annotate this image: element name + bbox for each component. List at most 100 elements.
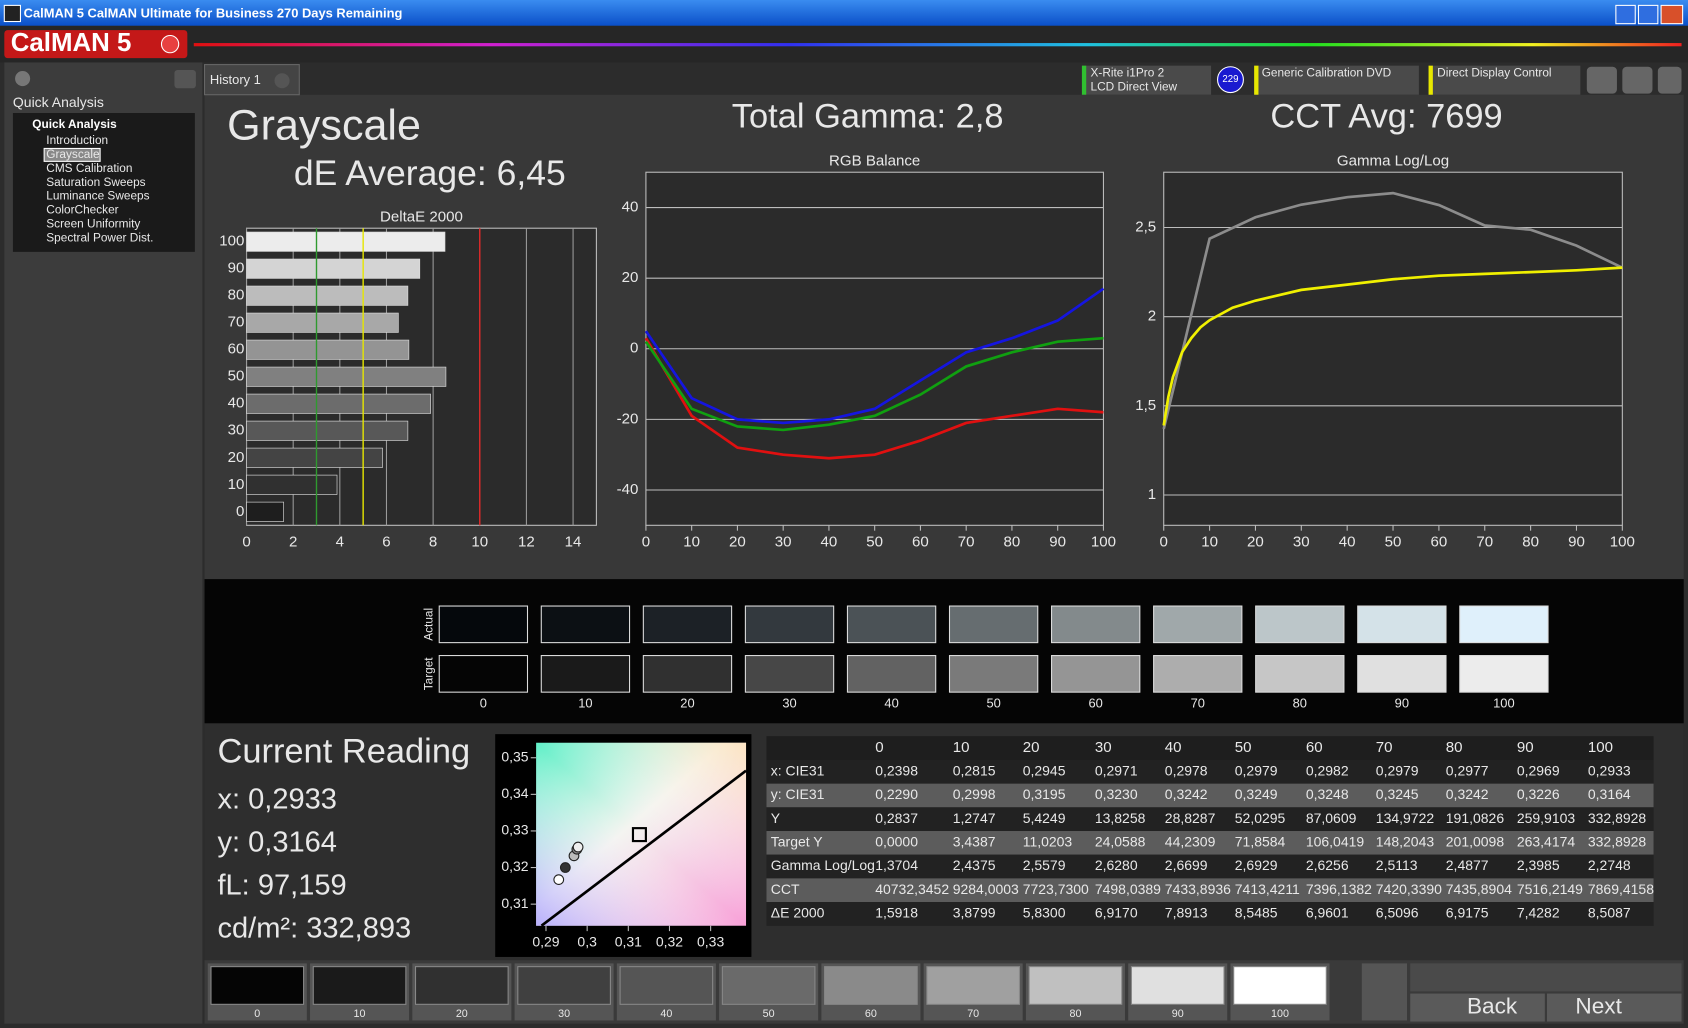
table-cell: 2,6929 <box>1235 857 1278 873</box>
target-swatch <box>1255 655 1345 693</box>
tree-item[interactable]: CMS Calibration <box>46 161 132 175</box>
x-tick-label: 60 <box>1431 534 1448 551</box>
y-tick-label: 20 <box>622 269 639 286</box>
series-line <box>1162 191 1623 430</box>
y-tick-label: -20 <box>617 410 639 427</box>
x-tick-label: 0,31 <box>615 934 642 950</box>
x-tick-label: 4 <box>336 534 344 551</box>
y-tick-label: 0,32 <box>501 858 528 874</box>
y-tick-label: 40 <box>228 395 245 412</box>
pattern-toggle[interactable] <box>1361 963 1408 1021</box>
sidebar-pin[interactable] <box>15 71 31 87</box>
reading-line: y: 0,3164 <box>217 827 337 859</box>
table-cell: 2,6280 <box>1095 857 1138 873</box>
target-swatch <box>744 655 835 693</box>
meter-badge[interactable] <box>1217 66 1244 94</box>
x-tick-label: 0 <box>1160 534 1168 551</box>
logo-menu[interactable] <box>160 34 180 54</box>
table-cell: 1,5918 <box>875 905 918 921</box>
row-label: Y <box>771 810 781 826</box>
x-tick-label: 90 <box>1049 534 1066 551</box>
table-cell: 6,9170 <box>1095 905 1138 921</box>
table-cell: 0,3164 <box>1588 786 1631 802</box>
x-tick-label: 0,33 <box>697 934 724 950</box>
sidebar-header: Quick Analysis <box>13 94 104 110</box>
table-cell: 0,3249 <box>1235 786 1278 802</box>
minimize-button[interactable] <box>1615 4 1636 25</box>
column-header: 80 <box>1446 739 1463 756</box>
display-dropdown[interactable] <box>1428 65 1581 95</box>
tree-root[interactable]: Quick Analysis <box>32 117 117 131</box>
series-line <box>644 336 1104 432</box>
table-cell: 2,3985 <box>1517 857 1560 873</box>
x-tick-label: 12 <box>518 534 535 551</box>
source-dropdown[interactable] <box>1254 65 1419 95</box>
table-cell: 2,2748 <box>1588 857 1631 873</box>
source-name: Generic Calibration DVD <box>1262 65 1392 79</box>
tree-item[interactable]: Luminance Sweeps <box>46 189 149 203</box>
swatch-label: 50 <box>986 695 1000 710</box>
swatch-label: 30 <box>782 695 796 710</box>
swatch-label: 20 <box>680 695 694 710</box>
table-cell: 0,3242 <box>1165 786 1208 802</box>
tree-item[interactable]: Saturation Sweeps <box>46 175 145 189</box>
close-button[interactable] <box>1660 4 1684 25</box>
actual-swatch <box>438 605 529 644</box>
x-tick-label: 0 <box>242 534 250 551</box>
x-tick-label: 30 <box>775 534 792 551</box>
tree-item[interactable]: ColorChecker <box>46 203 118 217</box>
settings-button[interactable] <box>1586 66 1617 94</box>
patch-swatch <box>517 966 611 1005</box>
bar <box>246 420 409 441</box>
tree-item[interactable]: Screen Uniformity <box>46 216 140 230</box>
window-title: CalMAN 5 CalMAN Ultimate for Business 27… <box>24 5 403 20</box>
patch-swatch <box>721 966 816 1005</box>
patch-swatch <box>1028 966 1123 1005</box>
patch-swatch <box>1130 966 1225 1005</box>
point <box>572 841 584 853</box>
y-tick-label: 0 <box>630 340 638 357</box>
table-cell: 0,2979 <box>1376 763 1419 779</box>
table-cell: 0,3242 <box>1446 786 1489 802</box>
swatch-label: 80 <box>1293 695 1307 710</box>
series-line <box>644 287 1105 425</box>
y-tick-label: 100 <box>219 233 244 250</box>
swatch-label: 40 <box>884 695 898 710</box>
y-tick-label: 0,31 <box>501 895 528 911</box>
table-cell: 0,3245 <box>1376 786 1419 802</box>
tree-item[interactable]: Spectral Power Dist. <box>46 230 153 244</box>
tree-item[interactable]: Grayscale <box>46 147 100 161</box>
back-button[interactable] <box>1410 993 1545 1022</box>
table-cell: 332,8928 <box>1588 834 1647 850</box>
patch-label: 80 <box>1069 1008 1081 1020</box>
table-cell: 8,5485 <box>1235 905 1278 921</box>
meter-name: X-Rite i1Pro 2 <box>1091 65 1165 79</box>
point <box>553 874 565 886</box>
table-cell: 7435,8904 <box>1446 881 1512 897</box>
column-header: 50 <box>1235 739 1252 756</box>
table-row <box>766 878 1654 903</box>
help-button[interactable] <box>1622 66 1653 94</box>
logo-box[interactable] <box>4 30 188 59</box>
x-tick-label: 70 <box>958 534 975 551</box>
patch-label: 30 <box>558 1008 570 1020</box>
table-row <box>766 854 1654 879</box>
table-cell: 7396,1382 <box>1306 881 1372 897</box>
table-cell: 7516,2149 <box>1517 881 1583 897</box>
tree-item[interactable]: Introduction <box>46 133 108 147</box>
table-cell: 11,0203 <box>1023 834 1073 850</box>
next-button[interactable] <box>1546 993 1682 1022</box>
bar <box>246 339 410 360</box>
meter-dropdown[interactable] <box>1081 65 1212 95</box>
table-cell: 2,5579 <box>1023 857 1066 873</box>
playback-controls[interactable] <box>1410 963 1682 992</box>
chart-title: Gamma Log/Log <box>1337 152 1449 169</box>
collapse-button[interactable] <box>1657 66 1682 94</box>
x-tick-label: 2 <box>289 534 297 551</box>
sidebar-collapse[interactable] <box>174 69 196 89</box>
add-tab[interactable] <box>274 73 290 89</box>
patch-label: 50 <box>763 1008 775 1020</box>
restore-button[interactable] <box>1637 4 1659 25</box>
table-row <box>766 902 1654 926</box>
